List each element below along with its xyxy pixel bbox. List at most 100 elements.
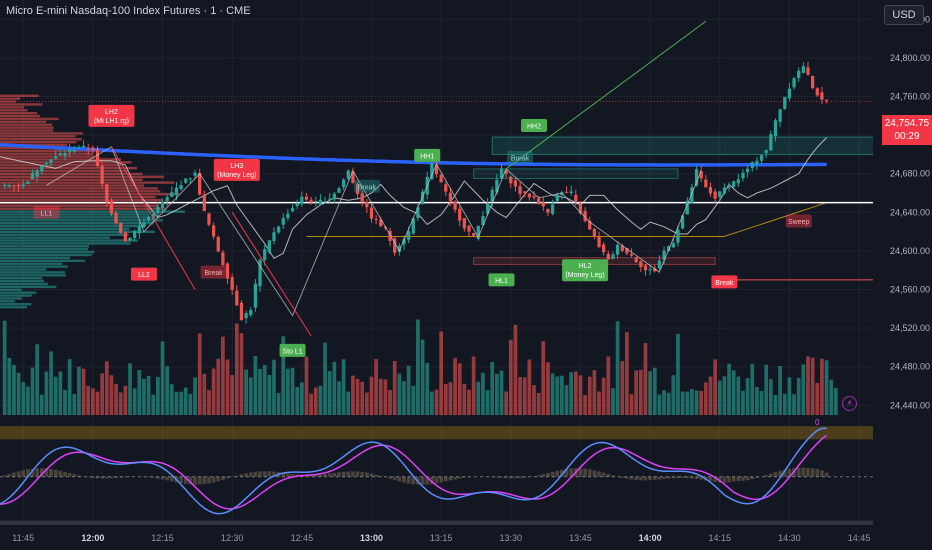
candle-body [342, 179, 346, 188]
candle-body [369, 207, 374, 219]
candle-body [783, 96, 787, 109]
candle-body [7, 185, 11, 187]
volume-bar [100, 373, 105, 415]
candle-body [625, 247, 629, 254]
profile-bar [0, 190, 161, 193]
profile-bar [0, 149, 95, 152]
volume-bar [513, 324, 518, 415]
lightning-icon[interactable]: ⚡ [842, 396, 857, 411]
structure-label-box [130, 267, 157, 281]
structure-label-box [33, 205, 60, 219]
candle-body [211, 225, 216, 237]
candle-body [230, 277, 234, 290]
oscillator-histogram-bar [290, 473, 295, 477]
candle-body [704, 179, 708, 188]
oscillator-histogram-bar [652, 476, 657, 480]
candle-body [332, 193, 336, 200]
time-tick-label: 13:45 [569, 533, 592, 543]
candle-body [680, 215, 685, 229]
zigzag-line [46, 145, 702, 317]
oscillator-histogram-bar [569, 468, 574, 477]
oscillator-histogram-bar [741, 476, 745, 481]
candle-body [676, 229, 680, 243]
profile-bar [0, 291, 37, 294]
volume-bar [388, 389, 392, 415]
volume-bar [188, 393, 193, 415]
time-tick-label: 13:15 [430, 533, 453, 543]
volume-bar [304, 356, 309, 415]
price-tick-label: 24,560.00 [890, 285, 930, 295]
volume-bars [2, 319, 838, 415]
volume-bar [26, 386, 30, 415]
volume-bar [420, 339, 425, 415]
price-tick-label: 24,600.00 [890, 246, 930, 256]
candle-body [639, 261, 643, 268]
candle-body [555, 194, 559, 201]
volume-bar [272, 359, 276, 415]
oscillator-histogram-bar [448, 476, 453, 481]
oscillator-histogram-bar [364, 472, 369, 477]
oscillator-histogram-bar [286, 473, 290, 477]
volume-bar [764, 364, 769, 415]
oscillator-histogram-bar [411, 476, 416, 485]
volume-bar [820, 358, 824, 415]
candle-body [30, 173, 35, 180]
profile-bar [0, 239, 138, 242]
oscillator-histogram-bar [634, 476, 639, 481]
volume-bar [383, 379, 388, 415]
candle-body [165, 196, 169, 202]
candle-body [12, 185, 16, 187]
volume-bar [109, 375, 114, 415]
oscillator-histogram-bar [764, 475, 769, 477]
volume-bar [230, 375, 235, 415]
candle-body [769, 134, 773, 151]
structure-label-sub: (Money Leg) [217, 172, 256, 179]
oscillator-histogram-bar [820, 470, 824, 477]
time-axis[interactable]: 11:45 12:00 12:15 12:30 12:45 13:00 13:15 13:30… [0, 528, 932, 550]
volume-bar [355, 378, 360, 415]
candle-body [133, 231, 137, 239]
profile-bar [0, 268, 47, 271]
volume-bar [792, 394, 796, 415]
chart-title: Micro E-mini Nasdaq-100 Index Futures · … [6, 5, 251, 17]
volume-bar [629, 394, 634, 415]
price-tick-label: 24,640.00 [890, 207, 930, 217]
structure-label-text: Sweep [788, 219, 810, 226]
profile-bar [0, 303, 32, 306]
oscillator-histogram-bar [267, 471, 272, 477]
profile-bar [0, 242, 131, 245]
volume-bar [657, 394, 662, 415]
volume-bar [416, 319, 420, 415]
price-axis[interactable]: 24,840.0024,800.0024,760.0024,720.0024,6… [873, 0, 932, 550]
time-axis-background [0, 528, 932, 550]
volume-bar [569, 372, 574, 415]
candle-body [550, 204, 555, 214]
volume-bar [815, 382, 820, 415]
structure-label-text: HL2 [579, 263, 592, 270]
candle-body [444, 184, 448, 192]
candle-body [119, 222, 123, 233]
volume-bar [267, 374, 272, 415]
candle-body [188, 178, 193, 180]
oscillator-histogram-bar [420, 476, 425, 485]
oscillator-histogram-bar [332, 472, 337, 477]
profile-bar [0, 250, 95, 254]
profile-bar [0, 181, 175, 184]
oscillator-histogram-bar [815, 468, 820, 477]
oscillator-histogram-bar [796, 467, 801, 477]
oscillator-histogram-bar [648, 476, 652, 481]
candle-body [546, 209, 550, 213]
candle-body [323, 201, 327, 203]
oscillator-histogram-bar [39, 468, 44, 477]
oscillator-histogram-bar [211, 476, 216, 483]
oscillator-histogram-bar [402, 476, 406, 483]
oscillator-histogram-bar [606, 473, 611, 477]
volume-bar [2, 320, 7, 415]
volume-bar [833, 388, 838, 415]
currency-button[interactable]: USD [884, 5, 924, 25]
oscillator-main-line [0, 427, 827, 515]
volume-bar [332, 361, 337, 415]
oscillator-histogram-bar [146, 476, 151, 478]
volume-bar [583, 394, 587, 415]
